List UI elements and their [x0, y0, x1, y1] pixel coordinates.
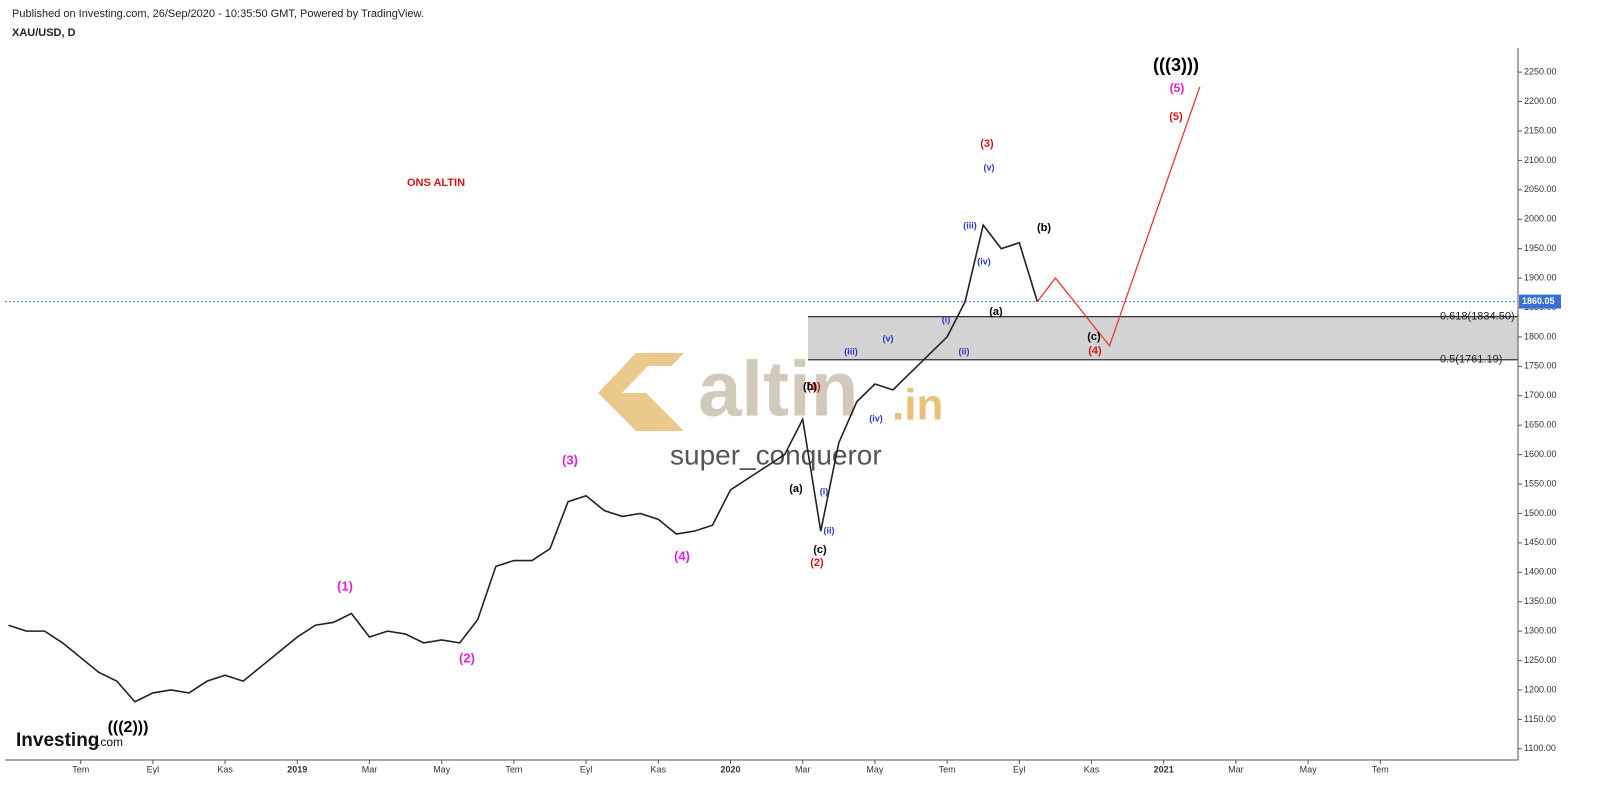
wave-label: (((3)))	[1153, 55, 1199, 75]
x-tick-label: Kas	[1084, 764, 1100, 774]
wave-label: (3)	[562, 452, 578, 467]
wave-label: (4)	[674, 548, 690, 563]
y-tick-label: 1950.00	[1524, 243, 1557, 253]
x-tick-label: Eyl	[1013, 764, 1026, 774]
wave-label: (c)	[1087, 331, 1101, 343]
wave-label: (ii)	[959, 346, 970, 356]
wave-label: (i)	[820, 486, 829, 496]
y-tick-label: 1600.00	[1524, 449, 1557, 459]
wave-label: (5)	[1169, 111, 1183, 123]
fib-label: 0.5(1761.19)	[1440, 354, 1502, 366]
logo-suffix: .com	[97, 735, 123, 749]
wave-label: (iv)	[869, 413, 883, 423]
y-tick-label: 1750.00	[1524, 361, 1557, 371]
y-tick-label: 2000.00	[1524, 214, 1557, 224]
wave-label: (5)	[1170, 81, 1185, 95]
y-tick-label: 2100.00	[1524, 155, 1557, 165]
wave-label: (b)	[803, 381, 817, 393]
x-tick-label: May	[433, 764, 451, 774]
x-tick-label: Kas	[217, 764, 233, 774]
y-tick-label: 1150.00	[1524, 714, 1556, 724]
x-tick-label: Mar	[1228, 764, 1244, 774]
x-tick-label: 2019	[287, 764, 307, 774]
current-price-tag	[1519, 294, 1561, 309]
price-line	[1036, 86, 1201, 348]
wave-label: (2)	[810, 557, 824, 569]
y-tick-label: 1100.00	[1524, 743, 1556, 753]
wave-label: (iii)	[963, 220, 977, 230]
y-tick-label: 2050.00	[1524, 184, 1557, 194]
wave-label: (1)	[337, 578, 353, 593]
x-tick-label: Eyl	[147, 764, 160, 774]
x-tick-label: Tem	[505, 764, 522, 774]
x-tick-label: May	[1300, 764, 1318, 774]
x-tick-label: Tem	[1372, 764, 1389, 774]
symbol: XAU/USD, D	[12, 27, 76, 39]
x-tick-label: Mar	[795, 764, 811, 774]
wave-label: (2)	[459, 650, 475, 665]
wave-label: (iv)	[977, 256, 991, 266]
y-tick-label: 2250.00	[1524, 67, 1557, 77]
wave-label: (4)	[1088, 345, 1102, 357]
y-tick-label: 1450.00	[1524, 537, 1557, 547]
x-tick-label: Tem	[939, 764, 956, 774]
y-tick-label: 1700.00	[1524, 390, 1557, 400]
x-tick-label: Mar	[362, 764, 378, 774]
wave-label: (b)	[1037, 222, 1051, 234]
watermark-user: super_conqueror	[670, 439, 882, 470]
wave-label: (a)	[989, 306, 1003, 318]
x-tick-label: 2021	[1154, 764, 1174, 774]
wave-label: (c)	[813, 544, 827, 556]
x-tick-label: Kas	[651, 764, 667, 774]
watermark-suffix: .in	[892, 381, 943, 430]
wave-label: (v)	[984, 162, 995, 172]
y-tick-label: 1550.00	[1524, 478, 1557, 488]
x-tick-label: 2020	[720, 764, 740, 774]
wave-label: (ii)	[824, 525, 835, 535]
y-tick-label: 2150.00	[1524, 125, 1557, 135]
published-note: Published on Investing.com, 26/Sep/2020 …	[12, 8, 424, 20]
x-tick-label: Tem	[72, 764, 89, 774]
current-price-label: 1860.05	[1522, 296, 1555, 306]
wave-label: (a)	[789, 483, 803, 495]
y-tick-label: 1400.00	[1524, 567, 1557, 577]
y-tick-label: 1650.00	[1524, 420, 1557, 430]
wave-label: (3)	[980, 138, 994, 150]
y-tick-label: 1250.00	[1524, 655, 1557, 665]
x-tick-label: May	[866, 764, 884, 774]
wave-label: (v)	[883, 333, 894, 343]
y-tick-label: 1900.00	[1524, 272, 1557, 282]
y-tick-label: 1200.00	[1524, 684, 1557, 694]
y-tick-label: 1300.00	[1524, 626, 1557, 636]
wave-label: (((2)))	[108, 719, 149, 736]
y-tick-label: 1800.00	[1524, 331, 1557, 341]
fib-label: 0.618(1834.50)	[1440, 311, 1515, 323]
price-line	[8, 223, 1039, 703]
watermark-logo	[598, 353, 684, 431]
logo-name: Investing	[16, 730, 99, 751]
x-tick-label: Eyl	[580, 764, 593, 774]
y-tick-label: 2200.00	[1524, 96, 1557, 106]
chart-title: ONS ALTIN	[407, 177, 465, 189]
wave-label: (1)	[807, 381, 821, 393]
fib-zone	[808, 316, 1518, 360]
y-tick-label: 1350.00	[1524, 596, 1557, 606]
wave-label: (i)	[942, 314, 951, 324]
y-tick-label: 1500.00	[1524, 508, 1557, 518]
wave-label: (iii)	[844, 346, 858, 356]
